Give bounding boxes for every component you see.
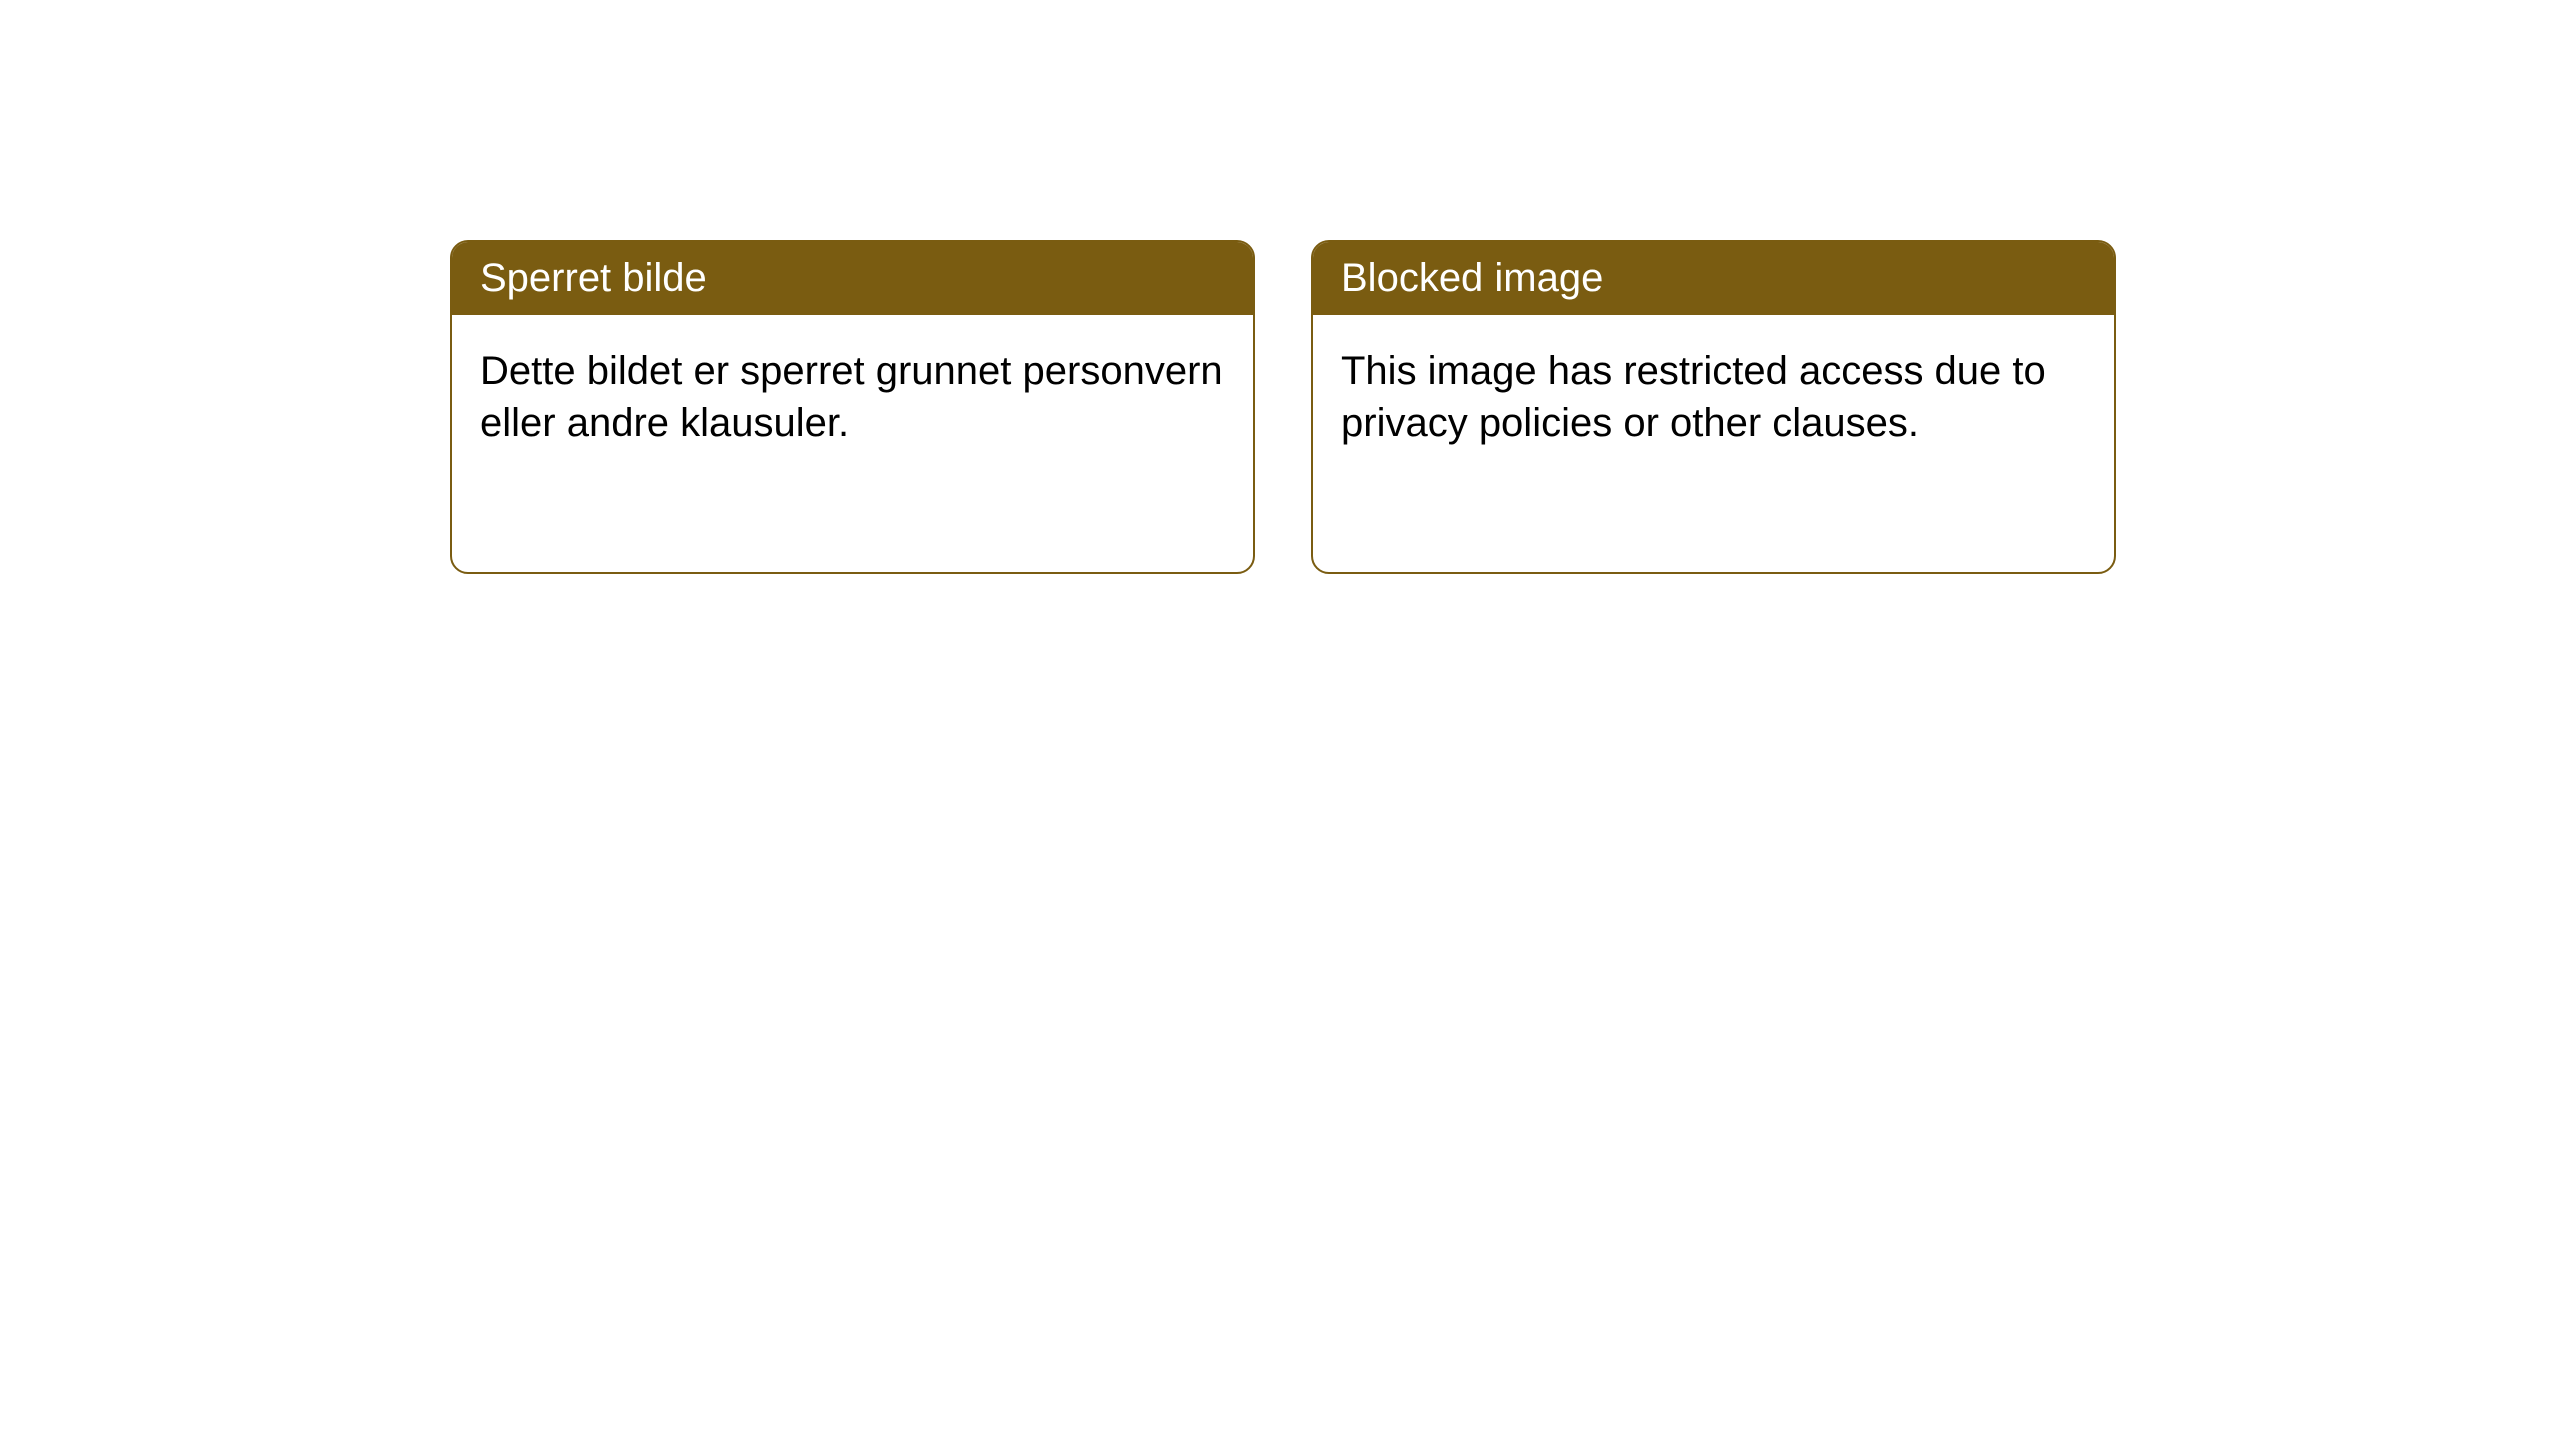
card-header: Blocked image [1313,242,2114,315]
card-body: Dette bildet er sperret grunnet personve… [452,315,1253,479]
card-body: This image has restricted access due to … [1313,315,2114,479]
card-title: Blocked image [1341,256,1603,300]
card-title: Sperret bilde [480,256,707,300]
notice-cards-container: Sperret bilde Dette bildet er sperret gr… [450,240,2116,574]
card-body-text: Dette bildet er sperret grunnet personve… [480,349,1223,445]
blocked-image-card-norwegian: Sperret bilde Dette bildet er sperret gr… [450,240,1255,574]
card-body-text: This image has restricted access due to … [1341,349,2046,445]
blocked-image-card-english: Blocked image This image has restricted … [1311,240,2116,574]
card-header: Sperret bilde [452,242,1253,315]
